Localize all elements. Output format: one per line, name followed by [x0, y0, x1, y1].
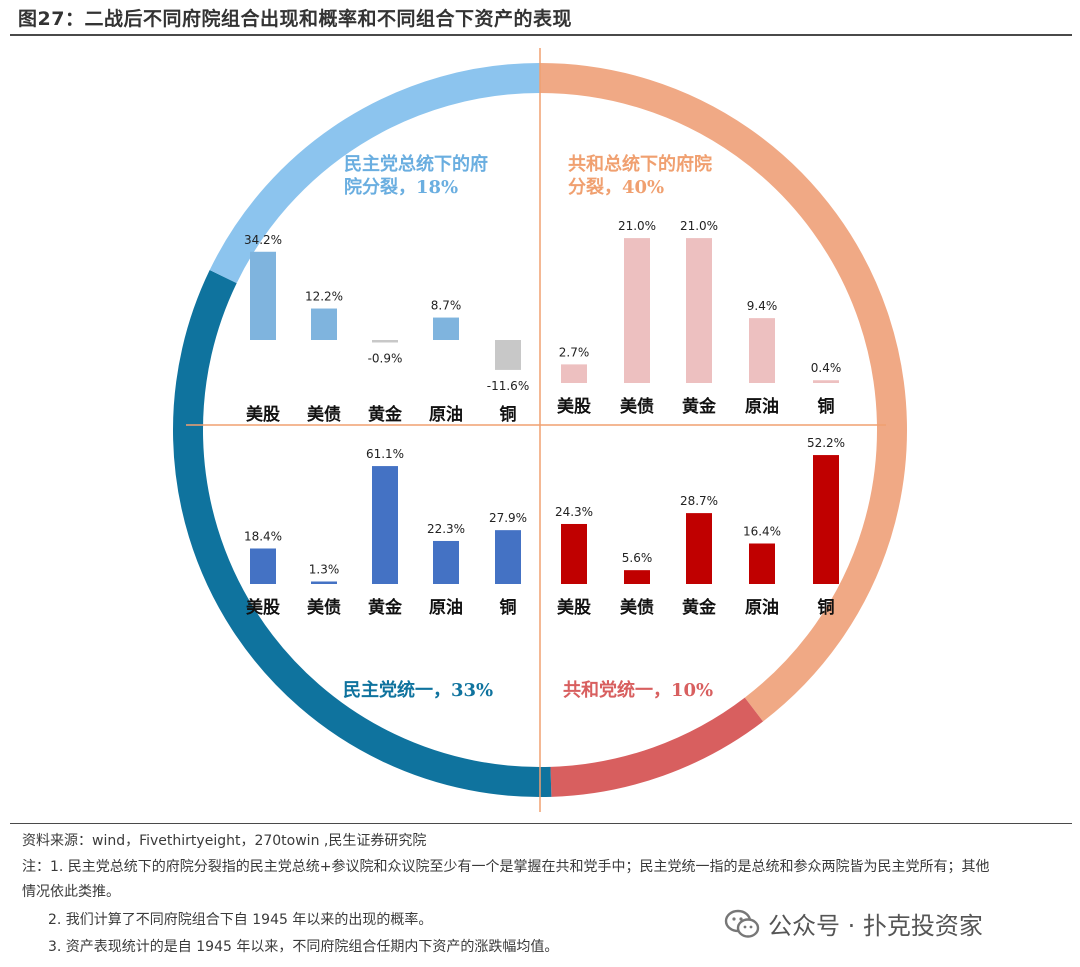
category-label-dem-unified-1: 美债 — [307, 597, 341, 618]
note-1-cont: 情况依此类推。 — [22, 884, 120, 900]
ring-segment-dem-unified — [173, 270, 552, 797]
note-3: 3. 资产表现统计的是自 1945 年以来，不同府院组合任期内下资产的涨跌幅均值… — [48, 939, 559, 955]
value-label-dem-split-3: 8.7% — [431, 299, 462, 313]
quadrant-label-rep-unified: 共和党统一，10% — [563, 679, 713, 701]
category-label-dem-split-4: 铜 — [500, 404, 517, 425]
bar-rep-unified-0 — [561, 523, 587, 584]
bar-rep-split-1 — [624, 238, 650, 383]
value-label-rep-split-1: 21.0% — [618, 219, 656, 233]
bar-rep-unified-2 — [686, 513, 712, 584]
bar-dem-split-2 — [372, 340, 398, 343]
category-label-dem-split-2: 黄金 — [368, 404, 403, 425]
category-label-rep-unified-3: 原油 — [745, 597, 779, 618]
value-label-dem-unified-2: 61.1% — [366, 447, 404, 461]
category-label-dem-unified-3: 原油 — [429, 597, 463, 618]
title-bar: 图27：二战后不同府院组合出现和概率和不同组合下资产的表现 — [10, 0, 1072, 36]
probability-ring — [173, 63, 907, 797]
ring-segment-rep-unified — [550, 697, 764, 797]
bar-rep-split-3 — [749, 318, 775, 383]
ring-segment-dem-split — [209, 63, 541, 284]
category-label-rep-unified-2: 黄金 — [682, 597, 717, 618]
bar-rep-split-2 — [686, 238, 712, 383]
bar-dem-split-0 — [250, 251, 276, 340]
category-label-dem-unified-2: 黄金 — [368, 597, 403, 618]
category-label-dem-split-3: 原油 — [429, 404, 463, 425]
bar-dem-unified-1 — [311, 581, 337, 584]
note-1: 注：1. 民主党总统下的府院分裂指的民主党总统+参议院和众议院至少有一个是掌握在… — [22, 859, 990, 875]
value-label-dem-split-2: -0.9% — [368, 352, 403, 366]
category-label-dem-unified-0: 美股 — [246, 597, 280, 618]
category-label-rep-split-2: 黄金 — [682, 396, 717, 417]
note-2: 2. 我们计算了不同府院组合下自 1945 年以来的出现的概率。 — [48, 912, 433, 928]
quadrant-label-dem-unified: 民主党统一，33% — [343, 679, 493, 701]
category-label-rep-split-0: 美股 — [557, 396, 591, 417]
notes-divider — [10, 823, 1072, 824]
value-label-rep-unified-3: 16.4% — [743, 524, 781, 538]
category-label-dem-split-1: 美债 — [307, 404, 341, 425]
value-label-rep-split-2: 21.0% — [680, 219, 718, 233]
value-label-dem-split-0: 34.2% — [244, 233, 282, 247]
election-combination-chart: 34.2% 美股 12.2% 美债 -0.9% 黄金 8.7% 原油 -11.6% 铜 2.7% 美股… — [173, 48, 907, 812]
ring-segment-rep-split — [539, 63, 907, 722]
quadrant-label-dem-split-line1: 民主党总统下的府 — [344, 153, 488, 175]
value-label-dem-split-1: 12.2% — [305, 290, 343, 304]
value-label-rep-split-0: 2.7% — [559, 345, 590, 359]
bar-rep-unified-4 — [813, 455, 839, 584]
value-label-rep-unified-1: 5.6% — [622, 551, 653, 565]
wechat-icon — [724, 909, 760, 938]
bar-dem-split-3 — [433, 317, 459, 340]
category-label-rep-unified-0: 美股 — [557, 597, 591, 618]
value-label-dem-unified-0: 18.4% — [244, 529, 282, 543]
category-label-rep-unified-4: 铜 — [818, 597, 835, 618]
value-label-rep-unified-0: 24.3% — [555, 505, 593, 519]
bar-rep-unified-3 — [749, 543, 775, 584]
category-label-dem-unified-4: 铜 — [500, 597, 517, 618]
figure-title: 图27：二战后不同府院组合出现和概率和不同组合下资产的表现 — [18, 8, 572, 30]
bar-rep-split-4 — [813, 380, 839, 383]
bar-dem-split-4 — [495, 340, 521, 370]
quadrant-label-dem-split-line2: 院分裂，18% — [344, 176, 458, 198]
bar-dem-unified-2 — [372, 466, 398, 584]
value-label-rep-unified-2: 28.7% — [680, 494, 718, 508]
bar-dem-unified-0 — [250, 548, 276, 584]
value-label-dem-unified-3: 22.3% — [427, 522, 465, 536]
category-label-rep-split-4: 铜 — [818, 396, 835, 417]
category-label-dem-split-0: 美股 — [246, 404, 280, 425]
bar-dem-unified-3 — [433, 540, 459, 584]
bar-rep-split-0 — [561, 364, 587, 383]
value-label-dem-unified-4: 27.9% — [489, 511, 527, 525]
category-label-rep-unified-1: 美债 — [620, 597, 654, 618]
quadrant-label-rep-split-line1: 共和总统下的府院 — [568, 153, 712, 175]
bar-rep-unified-1 — [624, 570, 650, 584]
value-label-dem-split-4: -11.6% — [487, 379, 529, 393]
value-label-rep-unified-4: 52.2% — [807, 436, 845, 450]
bar-dem-unified-4 — [495, 530, 521, 584]
value-label-dem-unified-1: 1.3% — [309, 562, 340, 576]
source-note: 资料来源：wind，Fivethirtyeight，270towin ,民生证券… — [22, 833, 427, 849]
category-label-rep-split-3: 原油 — [745, 396, 779, 417]
value-label-rep-split-4: 0.4% — [811, 361, 842, 375]
bar-dem-split-1 — [311, 308, 337, 340]
watermark-text: 公众号 · 扑克投资家 — [768, 912, 983, 940]
category-label-rep-split-1: 美债 — [620, 396, 654, 417]
quadrant-label-rep-split-line2: 分裂，40% — [568, 177, 664, 198]
value-label-rep-split-3: 9.4% — [747, 299, 778, 313]
watermark: 公众号 · 扑克投资家 — [724, 906, 983, 941]
